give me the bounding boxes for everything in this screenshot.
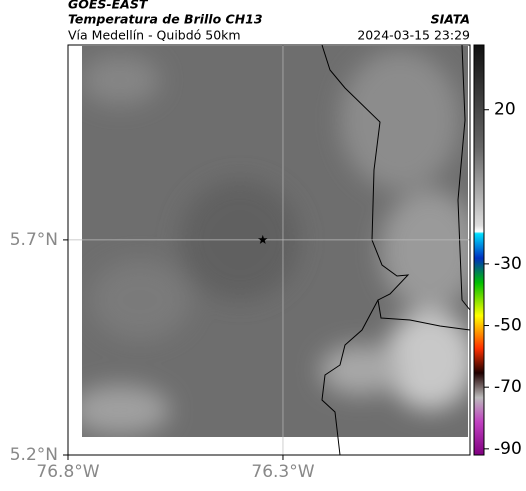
- y-tick-label: 5.7°N: [10, 230, 58, 250]
- brightness-image: [82, 46, 468, 437]
- colorbar-label: -50: [494, 316, 522, 336]
- borders: [321, 44, 471, 456]
- location: Vía Medellín - Quibdó 50km: [68, 28, 241, 43]
- title: GOES-EAST: [68, 0, 149, 12]
- x-tick-label: 76.8°W: [36, 462, 99, 482]
- colorbar-label: -70: [494, 377, 522, 397]
- colorbar-label: -30: [494, 254, 522, 274]
- colorbar-label: 20: [494, 100, 516, 120]
- location-marker: [258, 234, 268, 244]
- colorbar: [473, 44, 485, 456]
- map-frame: [67, 44, 471, 456]
- y-tick-label: 5.2°N: [10, 445, 58, 465]
- datetime: 2024-03-15 23:29: [357, 28, 470, 43]
- subtitle: Temperatura de Brillo CH13: [68, 12, 263, 27]
- source: SIATA: [431, 12, 470, 27]
- colorbar-label: -90: [494, 439, 522, 459]
- x-tick-label: 76.3°W: [251, 462, 314, 482]
